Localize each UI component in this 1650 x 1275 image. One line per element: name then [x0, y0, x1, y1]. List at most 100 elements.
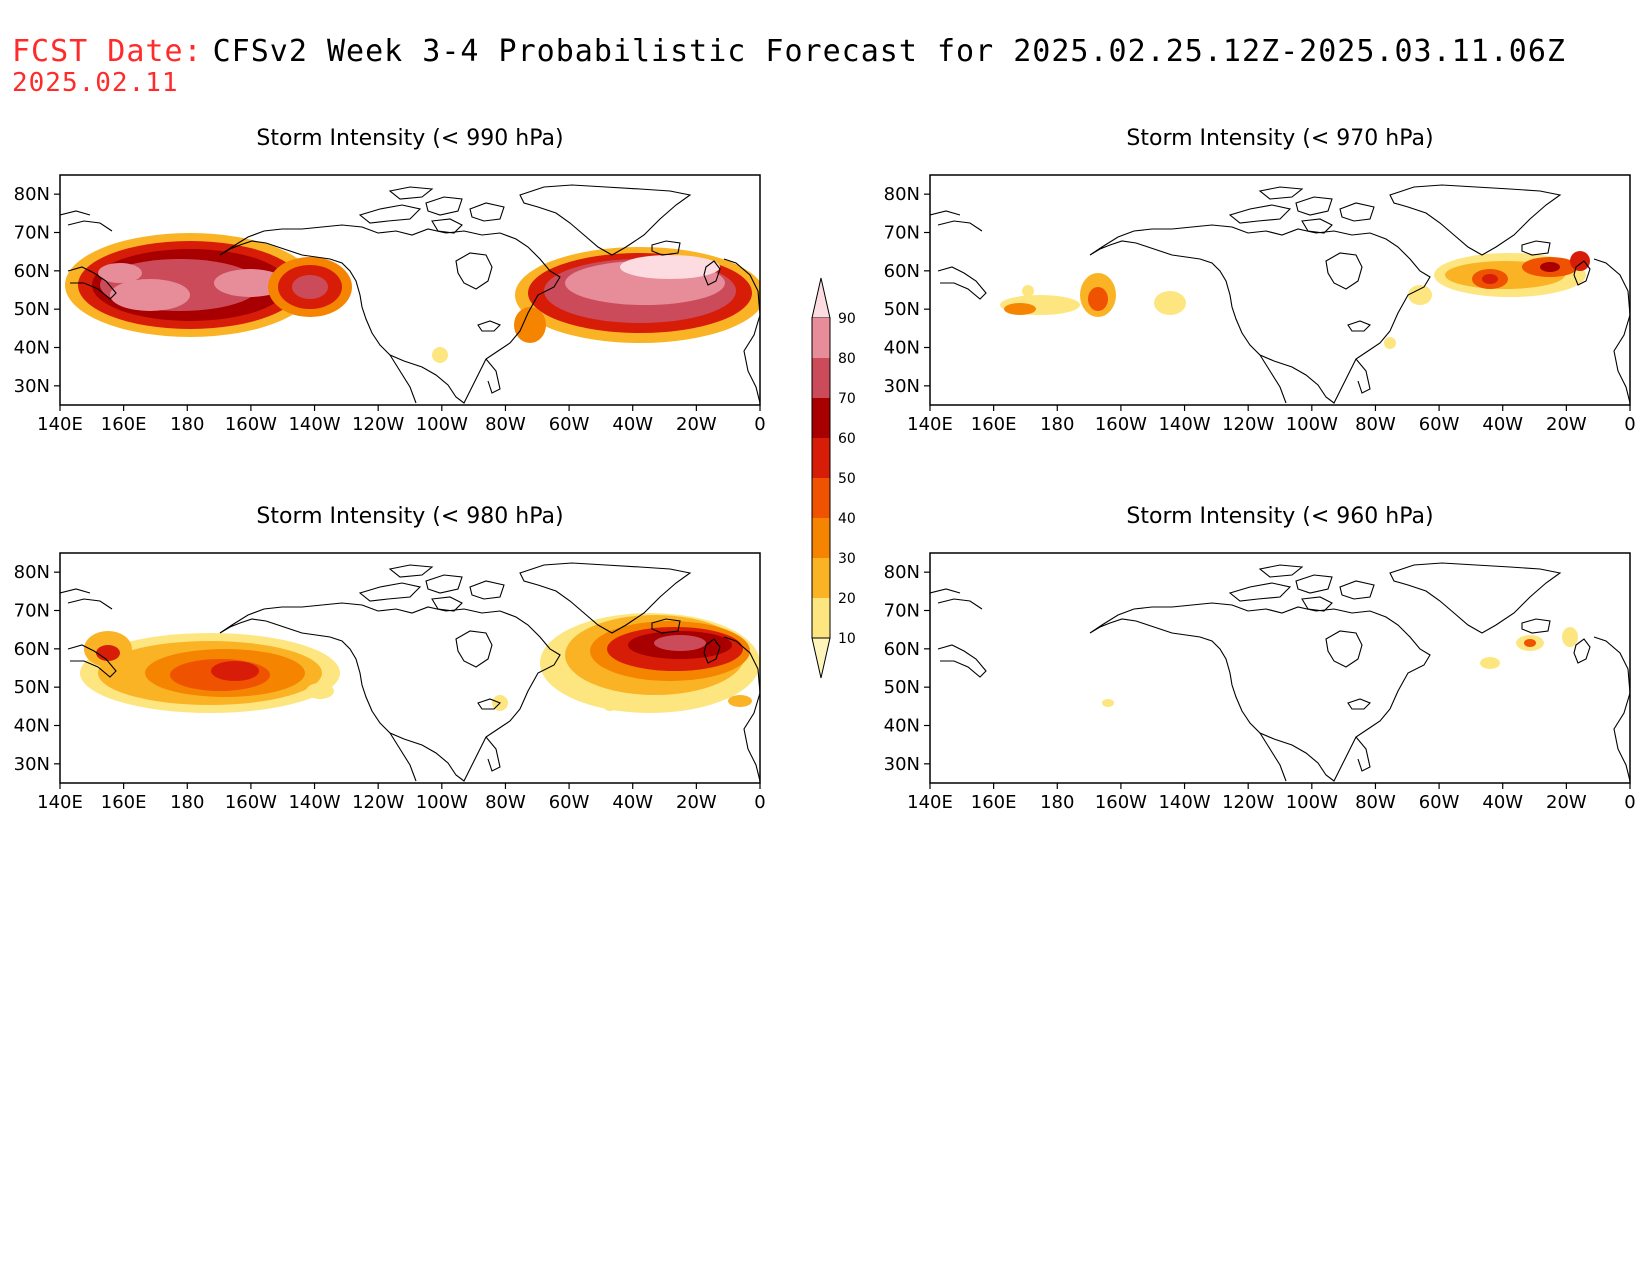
lon-tick-label: 20W: [1546, 414, 1587, 435]
forecast-title: CFSv2 Week 3-4 Probabilistic Forecast fo…: [212, 34, 1566, 69]
lon-tick-label: 140W: [288, 414, 340, 435]
lat-tick-label: 60N: [884, 639, 920, 660]
lon-tick-label: 40W: [612, 414, 653, 435]
probability-region: [1004, 303, 1036, 315]
map-area: 80N 70N 60N 50N 40N 30N 140E 160E 180 160W 140W 120…: [884, 174, 1636, 435]
lon-tick-label: 140W: [1158, 414, 1210, 435]
colorbar-label: 60: [838, 431, 856, 447]
colorbar-label: 30: [838, 551, 856, 567]
lon-tick-label: 80W: [1355, 792, 1396, 813]
lon-tick-label: 120W: [352, 792, 404, 813]
lat-tick-label: 80N: [14, 562, 50, 583]
map-frame: [929, 552, 1631, 784]
lat-tick-label: 70N: [884, 223, 920, 244]
probability-region: [214, 269, 286, 297]
lat-tick-label: 40N: [14, 338, 50, 359]
panel-980: Storm Intensity (< 980 hPa) 80N 70N 60N 50N 4…: [14, 504, 766, 813]
probability-region: [211, 661, 259, 681]
probability-region: [96, 645, 120, 661]
lon-tick-label: 100W: [1286, 792, 1338, 813]
probability-region: [110, 279, 190, 311]
colorbar-segment: [812, 598, 830, 638]
colorbar-label: 10: [838, 631, 856, 647]
lon-tick-label: 180: [170, 414, 204, 435]
colorbar-segment: [812, 438, 830, 478]
lon-tick-label: 20W: [1546, 792, 1587, 813]
lon-tick-label: 140E: [37, 792, 83, 813]
lon-tick-label: 60W: [1419, 414, 1460, 435]
lon-tick-label: 80W: [485, 792, 526, 813]
colorbar-segment: [812, 398, 830, 438]
lon-tick-label: 120W: [1222, 414, 1274, 435]
lon-tick-label: 0: [754, 414, 765, 435]
lat-tick-label: 50N: [884, 677, 920, 698]
lon-tick-label: 160E: [971, 414, 1017, 435]
lon-tick-label: 180: [1040, 792, 1074, 813]
probability-region: [1384, 337, 1396, 349]
probability-region: [306, 683, 334, 699]
probability-region: [1570, 251, 1590, 271]
lat-tick-label: 60N: [14, 639, 50, 660]
probability-region: [1482, 274, 1498, 284]
lon-tick-label: 40W: [1482, 792, 1523, 813]
colorbar-segment: [812, 358, 830, 398]
lat-tick-label: 30N: [14, 754, 50, 775]
map-area: 80N 70N 60N 50N 40N 30N 140E 160E 180 160W 140W 120…: [14, 552, 766, 813]
probability-region: [1102, 699, 1114, 707]
probability-region: [514, 307, 546, 343]
lat-tick-label: 40N: [14, 716, 50, 737]
figure-title: FCST Date: CFSv2 Week 3-4 Probabilistic F…: [12, 34, 1566, 69]
lat-tick-label: 30N: [884, 754, 920, 775]
probability-region: [1562, 627, 1578, 647]
map-frame: [929, 174, 1631, 406]
probability-region: [1408, 285, 1432, 305]
colorbar-label: 70: [838, 391, 856, 407]
lon-tick-label: 180: [1040, 414, 1074, 435]
probability-region: [1524, 639, 1536, 647]
colorbar-label: 90: [838, 311, 856, 327]
map-frame: [59, 174, 761, 406]
lon-tick-label: 160E: [971, 792, 1017, 813]
panel-title: Storm Intensity (< 990 hPa): [256, 126, 563, 151]
colorbar-segment: [811, 637, 831, 679]
lat-tick-label: 80N: [14, 184, 50, 205]
lat-tick-label: 80N: [884, 562, 920, 583]
forecast-date: 2025.02.11: [12, 68, 179, 98]
colorbar-label: 80: [838, 351, 856, 367]
lon-tick-label: 100W: [1286, 414, 1338, 435]
probability-region: [1540, 262, 1560, 272]
probability-region: [1022, 285, 1034, 297]
probability-region: [762, 269, 778, 301]
probability-region: [1154, 291, 1186, 315]
map-frame: [59, 552, 761, 784]
colorbar-segment: [812, 478, 830, 518]
probability-region: [432, 347, 448, 363]
lon-tick-label: 140E: [907, 792, 953, 813]
lat-tick-label: 70N: [14, 223, 50, 244]
colorbar-segment: [812, 318, 830, 358]
colorbar-segment: [812, 518, 830, 558]
probability-region: [292, 275, 328, 299]
colorbar: 10 20 30 40 50 60 70 80 90: [811, 277, 856, 679]
map-area: 80N 70N 60N 50N 40N 30N 140E 160E 180 160W 140W 120…: [14, 174, 778, 435]
probability-region: [98, 263, 142, 283]
lon-tick-label: 60W: [1419, 792, 1460, 813]
lon-tick-label: 0: [1624, 414, 1635, 435]
probability-region: [1088, 287, 1108, 311]
lat-tick-label: 30N: [884, 376, 920, 397]
lon-tick-label: 20W: [676, 414, 717, 435]
lat-tick-label: 50N: [14, 677, 50, 698]
lon-tick-label: 20W: [676, 792, 717, 813]
lon-tick-label: 60W: [549, 792, 590, 813]
colorbar-label: 20: [838, 591, 856, 607]
lon-tick-label: 60W: [549, 414, 590, 435]
lon-tick-label: 160W: [225, 792, 277, 813]
lon-tick-label: 0: [1624, 792, 1635, 813]
panel-title: Storm Intensity (< 970 hPa): [1126, 126, 1433, 151]
lat-tick-label: 60N: [884, 261, 920, 282]
lon-tick-label: 140E: [907, 414, 953, 435]
lon-tick-label: 40W: [1482, 414, 1523, 435]
probability-region: [620, 255, 720, 279]
panel-970: Storm Intensity (< 970 hPa) 80N 70N 60N 50N 4…: [884, 126, 1636, 435]
lat-tick-label: 50N: [14, 299, 50, 320]
